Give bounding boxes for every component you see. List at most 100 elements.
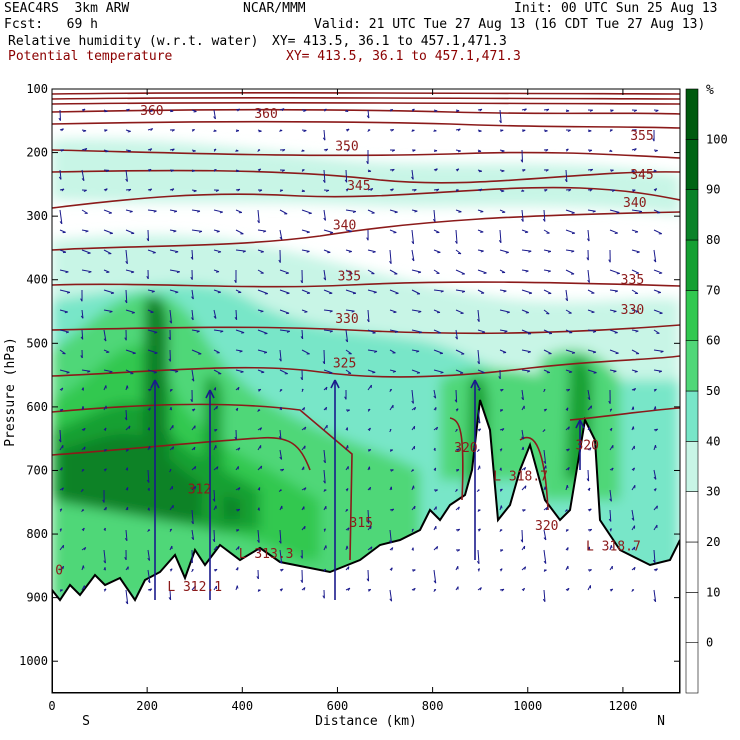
wind-arrow <box>587 269 590 283</box>
wind-arrow-head <box>279 456 283 460</box>
wind-arrow-head <box>501 170 505 173</box>
colorbar-label: 90 <box>706 183 720 197</box>
wind-arrow-head <box>127 150 131 153</box>
colorbar-swatch <box>685 491 699 543</box>
wind-arrow-head <box>389 449 394 452</box>
wind-arrow-head <box>418 311 422 313</box>
wind-arrow-head <box>258 548 262 552</box>
wind-arrow-head <box>190 398 193 403</box>
wind-arrow-head <box>500 448 503 452</box>
wind-arrow-head <box>366 161 369 165</box>
wind-arrow-head <box>609 129 613 132</box>
wind-arrow-head <box>263 230 267 233</box>
wind-arrow-head <box>236 585 239 589</box>
wind-arrow-head <box>500 388 504 392</box>
wind-arrow-head <box>151 290 155 293</box>
wind-arrow-head <box>545 169 549 172</box>
y-tick-label: 500 <box>26 336 48 350</box>
colorbar-swatch <box>685 189 699 241</box>
colorbar-swatch <box>685 239 699 291</box>
wind-arrow <box>279 269 289 274</box>
wind-arrow-head <box>435 426 439 431</box>
wind-arrow-head <box>345 509 349 512</box>
wind-arrow <box>367 109 370 119</box>
wind-arrow-head <box>520 539 524 543</box>
wind-arrow-head <box>566 110 570 113</box>
wind-arrow <box>411 389 414 404</box>
wind-arrow <box>565 209 575 214</box>
wind-arrow-head <box>616 211 620 214</box>
wind-arrow <box>609 269 620 274</box>
wind-arrow-head <box>153 210 157 213</box>
wind-arrow <box>521 149 524 163</box>
wind-arrow-head <box>147 580 151 584</box>
wind-arrow <box>169 289 179 293</box>
wind-arrow-head <box>589 447 592 451</box>
wind-arrow-head <box>608 259 611 263</box>
wind-arrow <box>169 249 179 253</box>
wind-arrow-head <box>569 371 573 374</box>
theta-contours <box>52 92 680 561</box>
wind-arrow-head <box>236 170 240 173</box>
wind-arrow <box>323 469 326 484</box>
rh-band-upper <box>52 139 680 215</box>
wind-arrow-head <box>282 149 286 152</box>
wind-arrow <box>653 289 661 293</box>
wind-arrow-head <box>366 237 369 241</box>
wind-arrow-head <box>547 270 551 273</box>
wind-arrow-head <box>300 377 303 381</box>
wind-arrow-head <box>154 331 158 334</box>
wind-arrow-head <box>237 447 241 451</box>
wind-arrow-head <box>60 528 62 532</box>
wind-arrow-head <box>501 190 505 193</box>
wind-arrow-head <box>257 409 261 412</box>
wind-arrow-head <box>191 378 195 382</box>
wind-arrow <box>235 329 245 334</box>
wind-arrow-head <box>260 465 263 469</box>
wind-arrow-head <box>216 230 220 233</box>
wind-arrow-head <box>61 487 64 491</box>
wind-arrow-head <box>638 210 643 213</box>
wind-arrow-head <box>176 271 180 274</box>
x-end-right: N <box>657 714 665 729</box>
wind-arrow-head <box>257 589 261 592</box>
wind-arrow <box>433 369 444 373</box>
wind-arrow-head <box>413 588 416 592</box>
wind-arrow <box>323 289 333 294</box>
wind-arrow-head <box>478 170 482 173</box>
wind-arrow-head <box>411 258 415 262</box>
colorbar-swatch <box>685 390 699 442</box>
wind-arrow-head <box>455 240 458 244</box>
wind-arrow <box>125 269 135 273</box>
model-title: SEAC4RS 3km ARW <box>4 1 130 16</box>
wind-arrow-head <box>372 251 376 254</box>
wind-arrow-head <box>391 547 394 551</box>
wind-arrow-head <box>389 389 393 392</box>
wind-arrow <box>323 349 326 364</box>
wind-arrow <box>587 469 590 482</box>
wind-arrow <box>587 349 597 353</box>
wind-arrow-head <box>610 109 614 112</box>
wind-arrow <box>169 229 177 232</box>
wind-arrow <box>609 489 612 502</box>
wind-arrow-head <box>301 169 305 172</box>
wind-arrow-head <box>281 468 285 472</box>
wind-arrow-head <box>367 129 371 132</box>
wind-arrow-head <box>348 230 353 233</box>
wind-arrow <box>565 249 575 252</box>
wind-arrow-head <box>566 485 569 489</box>
wind-arrow <box>455 269 465 275</box>
wind-arrow <box>125 289 128 303</box>
wind-arrow-head <box>500 505 503 509</box>
colorbar-label: 70 <box>706 283 720 297</box>
wind-arrow-head <box>500 409 504 412</box>
wind-arrow-head <box>258 168 262 172</box>
wind-arrow-head <box>58 176 62 180</box>
wind-arrow <box>191 509 194 524</box>
wind-arrow <box>433 569 437 584</box>
wind-arrow-head <box>634 231 639 233</box>
wind-arrow-head <box>104 427 107 431</box>
wind-arrow <box>411 289 421 295</box>
wind-arrow-head <box>586 257 589 261</box>
wind-arrow-head <box>477 318 480 322</box>
